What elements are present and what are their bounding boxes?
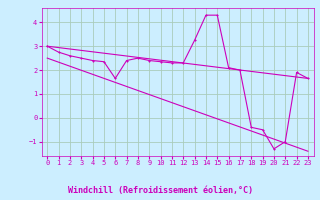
Text: Windchill (Refroidissement éolien,°C): Windchill (Refroidissement éolien,°C) bbox=[68, 186, 252, 195]
